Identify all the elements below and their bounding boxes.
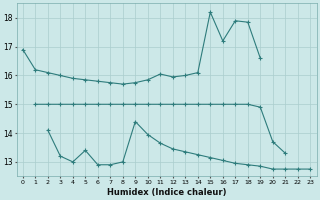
X-axis label: Humidex (Indice chaleur): Humidex (Indice chaleur) bbox=[107, 188, 226, 197]
